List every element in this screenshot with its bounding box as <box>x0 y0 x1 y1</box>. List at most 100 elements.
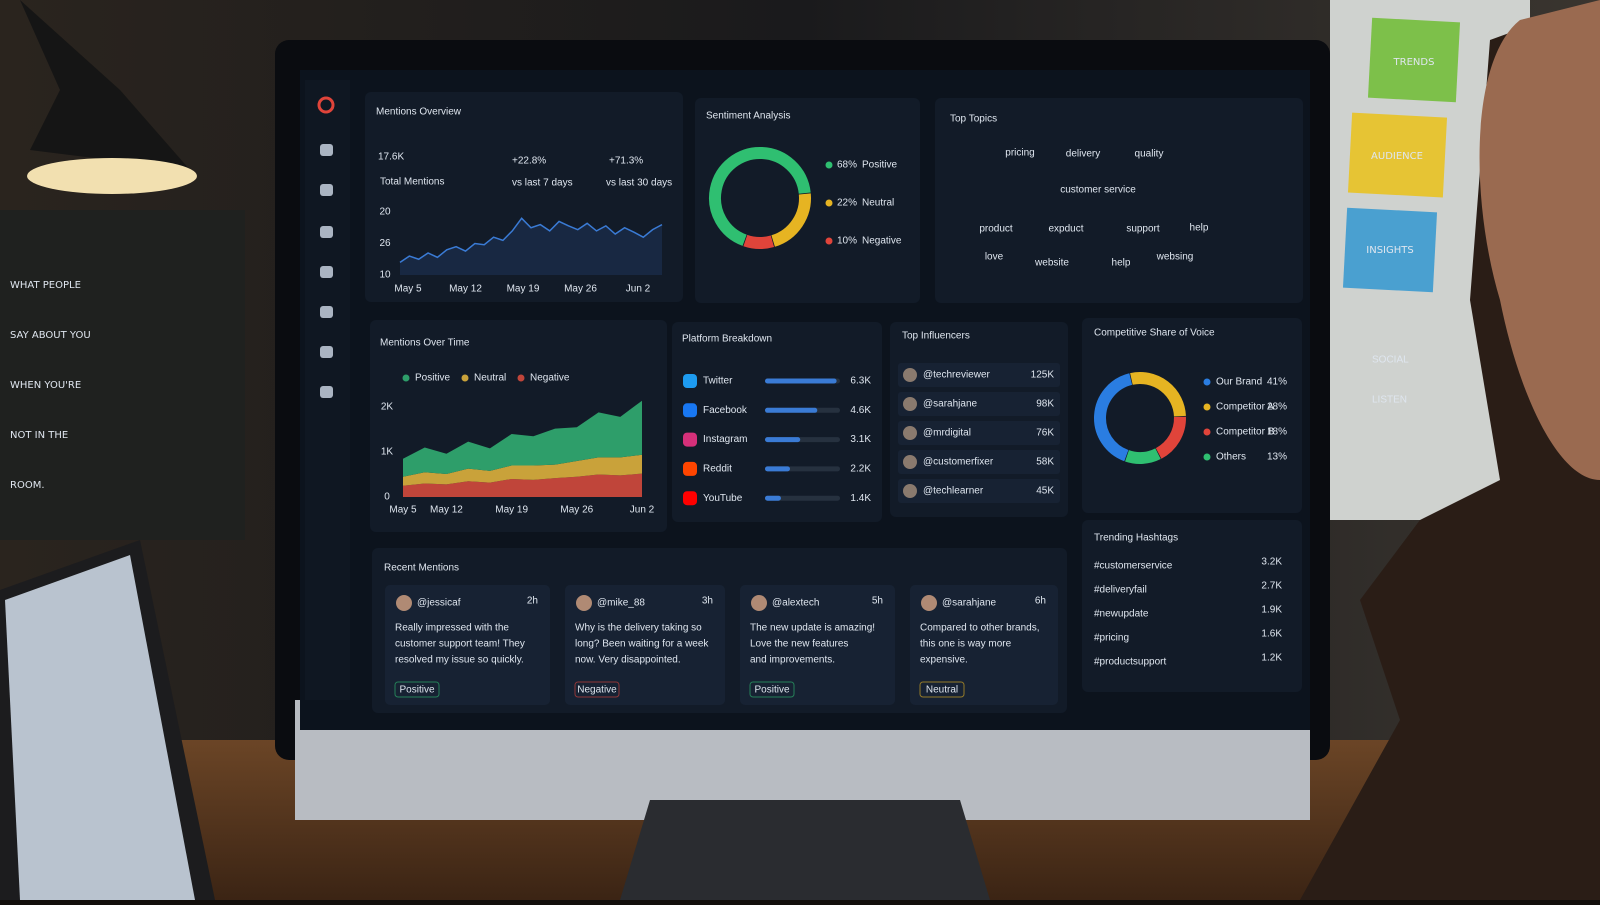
chalk-text: WHEN YOU'RE <box>10 380 81 391</box>
stat-label: vs last 7 days <box>512 178 573 189</box>
legend-dot <box>825 161 833 169</box>
legend-dot <box>1203 453 1211 461</box>
mention-text: Why is the delivery taking so <box>575 623 702 634</box>
platform-icon <box>683 461 697 476</box>
hashtag-count: 1.2K <box>1261 653 1282 664</box>
sentiment-tag <box>394 681 440 698</box>
influencer-value: 58K <box>1036 457 1054 468</box>
nav-icon[interactable] <box>320 226 333 238</box>
panel <box>365 92 683 302</box>
legend-label: Positive <box>862 160 897 171</box>
legend-dot <box>1203 378 1211 386</box>
topic-word: product <box>979 224 1013 235</box>
legend-dot <box>402 374 410 382</box>
panel <box>672 322 882 522</box>
legend-dot <box>825 237 833 245</box>
bar-value: 4.6K <box>850 405 871 416</box>
y-tick-label: 26 <box>379 238 391 249</box>
sentiment-tag <box>749 681 795 698</box>
whiteboard-text: SOCIAL <box>1372 355 1409 366</box>
donut-segment <box>1155 416 1186 459</box>
nav-icon[interactable] <box>320 346 333 358</box>
area <box>403 454 642 486</box>
x-tick-label: May 19 <box>507 284 540 295</box>
sentiment-tag-label: Positive <box>399 685 434 696</box>
influencer-value: 45K <box>1036 486 1054 497</box>
platform-icon <box>683 491 697 506</box>
legend-label: Neutral <box>862 198 894 209</box>
panel-title: Mentions Over Time <box>380 338 470 349</box>
influencer-handle: @sarahjane <box>923 399 978 410</box>
hashtag: #customerservice <box>1094 561 1173 572</box>
donut-segment <box>1094 373 1133 462</box>
stat-value: +22.8% <box>512 156 546 167</box>
avatar <box>903 368 917 382</box>
bar <box>765 437 801 443</box>
platform-name: Twitter <box>703 376 733 387</box>
mention-text: and improvements. <box>750 655 835 666</box>
x-tick-label: May 26 <box>560 505 593 516</box>
hashtag-count: 3.2K <box>1261 557 1282 568</box>
topic-word: support <box>1126 224 1160 235</box>
sticky-note <box>1367 17 1461 103</box>
platform-name: Reddit <box>703 464 732 475</box>
mention-time: 3h <box>702 596 713 607</box>
row-bg <box>898 392 1060 416</box>
panel-title: Top Influencers <box>902 331 970 342</box>
chalk-text: WHAT PEOPLE <box>10 280 81 291</box>
whiteboard-text: LISTEN <box>1372 395 1407 406</box>
bar-track <box>765 495 840 501</box>
panel-title: Competitive Share of Voice <box>1094 328 1215 339</box>
bar <box>765 466 790 472</box>
influencer-handle: @techreviewer <box>923 370 991 381</box>
sentiment-tag-label: Neutral <box>926 685 958 696</box>
sticky-note <box>1342 207 1438 293</box>
influencer-value: 76K <box>1036 428 1054 439</box>
legend-value: 10% <box>837 236 857 247</box>
legend-dot <box>517 374 525 382</box>
mention-handle: @mike_88 <box>597 598 645 609</box>
topic-word: help <box>1190 223 1209 234</box>
panel-title: Top Topics <box>950 114 997 125</box>
avatar <box>396 595 412 611</box>
influencer-value: 98K <box>1036 399 1054 410</box>
y-tick-label: 20 <box>379 207 391 218</box>
platform-name: YouTube <box>703 493 743 504</box>
y-tick-label: 2K <box>381 402 394 413</box>
nav-icon[interactable] <box>320 144 333 156</box>
hashtag-count: 1.6K <box>1261 629 1282 640</box>
mention-handle: @jessicaf <box>417 598 461 609</box>
mention-card <box>740 585 895 705</box>
chalk-text: SAY ABOUT YOU <box>10 330 91 341</box>
sentiment-tag <box>919 681 965 698</box>
lamp <box>20 0 190 170</box>
nav-icon[interactable] <box>320 306 333 318</box>
mention-handle: @alextech <box>772 598 819 609</box>
bar <box>765 378 837 384</box>
legend-label: Negative <box>862 236 902 247</box>
platform-icon <box>683 374 697 388</box>
sticky-text: INSIGHTS <box>1366 245 1413 256</box>
legend-value: 68% <box>837 160 857 171</box>
influencer-value: 125K <box>1031 370 1055 381</box>
person-face <box>1479 0 1600 480</box>
nav-icon[interactable] <box>320 184 333 196</box>
kpi-label: Total Mentions <box>380 177 444 188</box>
topic-word: pricing <box>1005 148 1034 159</box>
row-bg <box>898 363 1060 387</box>
mention-text: The new update is amazing! <box>750 623 875 634</box>
sentiment-tag-label: Positive <box>754 685 789 696</box>
nav-icon[interactable] <box>320 266 333 278</box>
mention-text: now. Very disappointed. <box>575 655 681 666</box>
legend-dot <box>1203 403 1211 411</box>
x-tick-label: Jun 2 <box>626 284 651 295</box>
row-bg <box>898 479 1060 503</box>
mention-text: customer support team! They <box>395 639 525 650</box>
topic-word: help <box>1112 258 1131 269</box>
topic-word: website <box>1034 258 1069 269</box>
nav-icon[interactable] <box>320 386 333 398</box>
legend-value: 22% <box>837 198 857 209</box>
x-tick-label: Jun 2 <box>630 505 655 516</box>
monitor-stand <box>620 800 990 900</box>
